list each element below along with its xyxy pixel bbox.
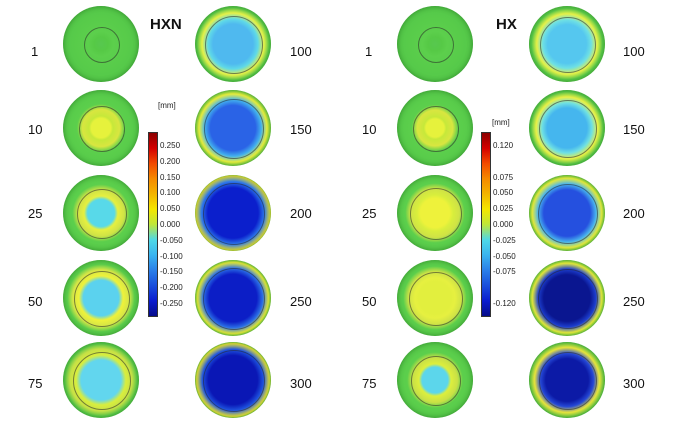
cycle-label: 50 (362, 294, 377, 309)
colorbar-tick-label: -0.100 (160, 251, 183, 261)
cup-rim-outline (539, 352, 597, 410)
colorbar-tick-label: -0.120 (493, 299, 516, 308)
cup-rim-outline (74, 271, 130, 327)
colorbar-tick-label: 0.000 (493, 220, 514, 229)
cycle-label: 25 (28, 206, 43, 221)
cup-rim-outline (79, 106, 125, 152)
cycle-label: 25 (362, 206, 377, 221)
cup-rim-outline (538, 269, 598, 329)
colorbar-tick-label: -0.150 (160, 267, 183, 277)
panel-hxn: HXN 1 10 25 50 75 100 150 200 250 300 [m… (28, 6, 312, 418)
cup-rim-outline (539, 100, 597, 158)
cycle-label: 300 (290, 376, 312, 391)
cup-rim-outline (538, 184, 598, 244)
cycle-label: 250 (623, 294, 645, 309)
panel-hx: HX 1 10 25 50 75 100 150 200 250 300 [mm… (350, 0, 700, 442)
cycle-label: 150 (623, 122, 645, 137)
colorbar-tick-label: 0.050 (160, 204, 181, 214)
cycle-label: 75 (362, 376, 377, 391)
cycle-label: 200 (623, 206, 645, 221)
cup-rim-outline (205, 16, 263, 74)
colorbar-tick-label: 0.050 (493, 188, 514, 198)
cup-rim-outline (411, 356, 461, 406)
panel-title: HXN (150, 16, 182, 33)
cycle-label: 10 (28, 122, 43, 137)
cup-rim-outline (413, 106, 459, 152)
cup-rim-outline (73, 352, 131, 410)
colorbar-tick-label: 0.075 (493, 172, 514, 182)
colorbar-tick-label: -0.075 (493, 267, 516, 277)
cup-rim-outline (203, 183, 265, 245)
cup-rim-outline (418, 27, 454, 63)
colorbar-tick-label: -0.250 (160, 299, 183, 308)
colorbar-tick-label: 0.150 (160, 172, 181, 182)
colorbar-tick-label: -0.025 (493, 235, 516, 245)
colorbar (148, 132, 158, 317)
cycle-label: 10 (362, 122, 377, 137)
colorbar-tick-label: -0.050 (493, 251, 516, 261)
cycle-label: 50 (28, 294, 43, 309)
colorbar-tick-label: 0.025 (493, 204, 514, 214)
cycle-label: 100 (290, 44, 312, 59)
colorbar-tick-label: -0.200 (160, 283, 183, 293)
cup-rim-outline (410, 188, 462, 240)
cycle-label: 1 (365, 44, 373, 59)
colorbar-tick-label: 0.200 (160, 156, 181, 166)
colorbar-tick-label: 0.120 (493, 141, 514, 150)
cup-rim-outline (204, 99, 264, 159)
colorbar-tick-label: 0.000 (160, 220, 181, 229)
colorbar (481, 132, 491, 317)
cycle-label: 300 (623, 376, 645, 391)
cup-rim-outline (203, 350, 265, 412)
colorbar-tick-label: -0.050 (160, 235, 183, 245)
colorbar-tick-label: 0.250 (160, 141, 181, 150)
colorbar-unit: [mm] (492, 118, 510, 127)
cycle-label: 100 (623, 44, 645, 59)
cycle-label: 250 (290, 294, 312, 309)
cup-rim-outline (77, 189, 127, 239)
cup-rim-outline (203, 268, 265, 330)
cycle-label: 75 (28, 376, 43, 391)
cup-rim-outline (540, 17, 596, 73)
cycle-label: 200 (290, 206, 312, 221)
cycle-label: 150 (290, 122, 312, 137)
cup-rim-outline (84, 27, 120, 63)
cycle-label: 1 (31, 44, 39, 59)
colorbar-unit: [mm] (158, 101, 176, 110)
panel-title: HX (496, 16, 517, 33)
cup-rim-outline (409, 272, 463, 326)
colorbar-tick-label: 0.100 (160, 188, 181, 198)
